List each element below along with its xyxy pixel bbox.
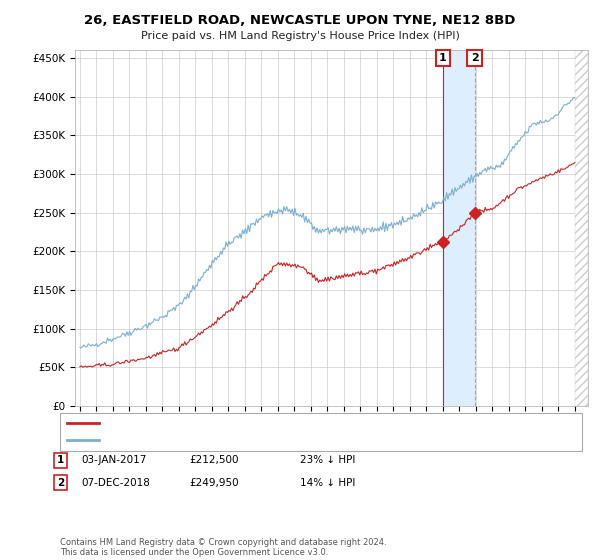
- Text: 1: 1: [439, 53, 447, 63]
- Text: Price paid vs. HM Land Registry's House Price Index (HPI): Price paid vs. HM Land Registry's House …: [140, 31, 460, 41]
- Text: 07-DEC-2018: 07-DEC-2018: [81, 478, 150, 488]
- Bar: [443, 50, 475, 406]
- Text: HPI: Average price, detached house, North Tyneside: HPI: Average price, detached house, Nort…: [105, 435, 359, 445]
- Text: 26, EASTFIELD ROAD, NEWCASTLE UPON TYNE, NE12 8BD: 26, EASTFIELD ROAD, NEWCASTLE UPON TYNE,…: [85, 14, 515, 27]
- Text: 03-JAN-2017: 03-JAN-2017: [81, 455, 146, 465]
- Text: 14% ↓ HPI: 14% ↓ HPI: [300, 478, 355, 488]
- Text: 26, EASTFIELD ROAD, NEWCASTLE UPON TYNE, NE12 8BD (detached house): 26, EASTFIELD ROAD, NEWCASTLE UPON TYNE,…: [105, 418, 479, 428]
- Text: 1: 1: [57, 455, 64, 465]
- Text: £212,500: £212,500: [189, 455, 239, 465]
- Text: 23% ↓ HPI: 23% ↓ HPI: [300, 455, 355, 465]
- Text: 2: 2: [57, 478, 64, 488]
- Text: £249,950: £249,950: [189, 478, 239, 488]
- Text: 2: 2: [470, 53, 478, 63]
- Text: Contains HM Land Registry data © Crown copyright and database right 2024.
This d: Contains HM Land Registry data © Crown c…: [60, 538, 386, 557]
